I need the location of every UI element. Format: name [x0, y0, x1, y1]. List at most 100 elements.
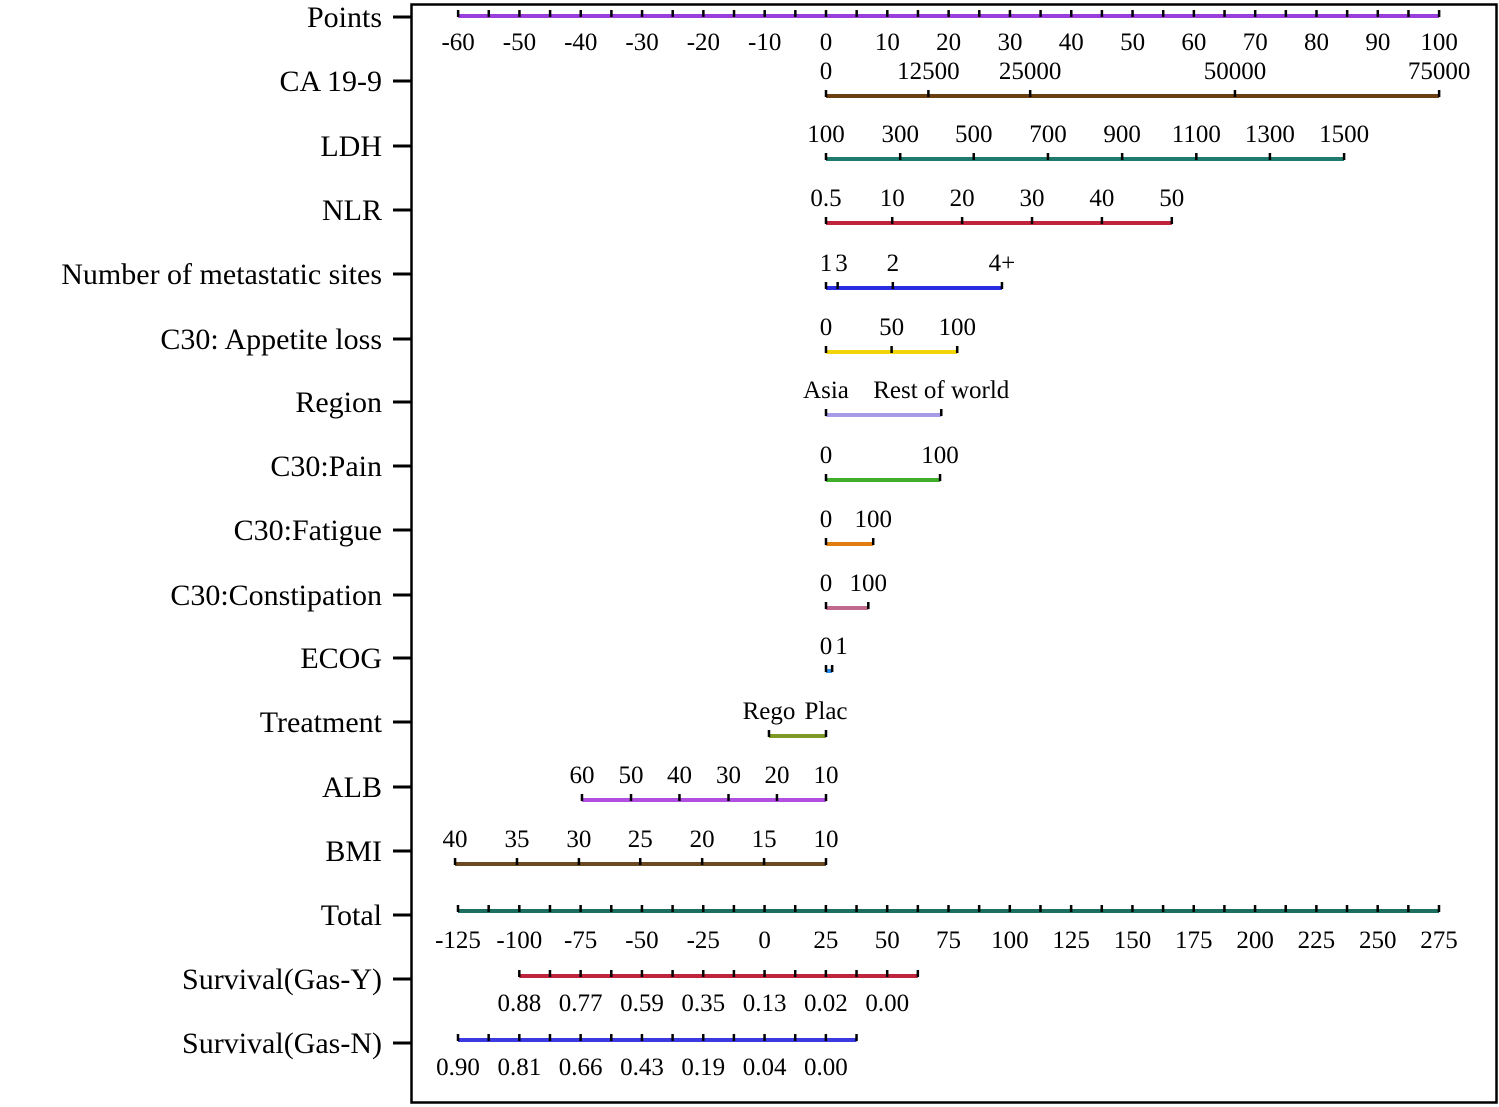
variable-tick-label: 40 — [667, 762, 692, 789]
variable-tick-label: 1100 — [1172, 121, 1221, 148]
row-label: ECOG — [300, 642, 382, 675]
variable-tick-label: 50 — [1159, 185, 1184, 212]
variable-tick-label: 20 — [690, 826, 715, 853]
variable-tick-label: 25 — [628, 826, 653, 853]
row-label: Survival(Gas-N) — [182, 1027, 382, 1060]
variable-tick-label: 15 — [752, 826, 777, 853]
variable-tick-label: 20 — [950, 185, 975, 212]
points-tick-label: 60 — [1181, 29, 1206, 56]
variable-tick-label: 30 — [1020, 185, 1045, 212]
points-tick-label: 0 — [820, 29, 833, 56]
variable-tick-label: 500 — [955, 121, 993, 148]
points-tick-label: 70 — [1243, 29, 1268, 56]
variable-tick-label: 1300 — [1245, 121, 1295, 148]
row-label: C30:Constipation — [170, 579, 382, 612]
points-tick-label: 10 — [875, 29, 900, 56]
total-tick-label: -125 — [435, 927, 481, 954]
total-tick-label: 100 — [991, 927, 1029, 954]
total-tick-label: 175 — [1175, 927, 1213, 954]
points-tick-label: 50 — [1120, 29, 1145, 56]
variable-tick-label: 100 — [807, 121, 845, 148]
points-tick-label: -20 — [687, 29, 720, 56]
total-tick-label: -50 — [625, 927, 658, 954]
variable-tick-label: 100 — [854, 506, 892, 533]
row-label: Survival(Gas-Y) — [182, 963, 382, 996]
variable-tick-label: 60 — [569, 762, 594, 789]
variable-tick-label: 0.5 — [810, 185, 841, 212]
variable-tick-label: Plac — [804, 698, 847, 725]
total-tick-label: 50 — [875, 927, 900, 954]
row-label: C30: Appetite loss — [160, 323, 382, 356]
variable-tick-label: 10 — [814, 762, 839, 789]
survival-tick-label: 0.00 — [865, 990, 909, 1017]
variable-tick-label: Asia — [803, 377, 849, 404]
row-label: C30:Fatigue — [234, 514, 382, 547]
variable-tick-label: Rest of world — [873, 377, 1010, 404]
variable-tick-label: 40 — [1089, 185, 1114, 212]
total-tick-label: 150 — [1114, 927, 1152, 954]
variable-tick-label: 30 — [566, 826, 591, 853]
points-tick-label: 20 — [936, 29, 961, 56]
row-label: BMI — [325, 835, 382, 868]
survival-tick-label: 0.81 — [497, 1054, 541, 1081]
variable-tick-label: 100 — [938, 314, 976, 341]
variable-tick-label: 0 — [820, 506, 833, 533]
total-tick-label: 275 — [1420, 927, 1458, 954]
row-label: Treatment — [260, 706, 383, 739]
variable-tick-label: 10 — [814, 826, 839, 853]
row-label: Region — [295, 386, 382, 419]
total-tick-label: 75 — [936, 927, 961, 954]
variable-tick-label: 1 — [835, 633, 848, 660]
variable-tick-label: 700 — [1029, 121, 1067, 148]
variable-tick-label: 1500 — [1319, 121, 1369, 148]
variable-tick-label: 20 — [764, 762, 789, 789]
plot-frame — [410, 3, 1498, 1104]
survival-tick-label: 0.13 — [743, 990, 787, 1017]
variable-tick-label: 30 — [716, 762, 741, 789]
survival-tick-label: 0.77 — [559, 990, 603, 1017]
total-tick-label: 25 — [813, 927, 838, 954]
survival-tick-label: 0.90 — [436, 1054, 480, 1081]
survival-tick-label: 0.43 — [620, 1054, 664, 1081]
variable-tick-label: 40 — [443, 826, 468, 853]
variable-tick-label: 12500 — [897, 58, 960, 85]
variable-tick-label: 35 — [504, 826, 529, 853]
variable-tick-label: 0 — [820, 314, 833, 341]
row-label: LDH — [320, 130, 382, 163]
row-label: Points — [307, 1, 382, 34]
variable-tick-label: 0 — [820, 570, 833, 597]
survival-tick-label: 0.66 — [559, 1054, 603, 1081]
total-tick-label: 225 — [1298, 927, 1336, 954]
row-label: Number of metastatic sites — [61, 258, 382, 291]
variable-tick-label: 1 — [820, 250, 833, 277]
variable-tick-label: 0 — [820, 58, 833, 85]
variable-tick-label: Rego — [743, 698, 796, 725]
points-tick-label: 80 — [1304, 29, 1329, 56]
points-tick-label: -30 — [625, 29, 658, 56]
row-label: CA 19-9 — [279, 65, 382, 98]
variable-tick-label: 900 — [1103, 121, 1141, 148]
points-tick-label: -40 — [564, 29, 597, 56]
row-label: ALB — [322, 771, 382, 804]
variable-tick-label: 0 — [820, 442, 833, 469]
survival-tick-label: 0.19 — [681, 1054, 725, 1081]
variable-tick-label: 50000 — [1204, 58, 1267, 85]
variable-tick-label: 300 — [881, 121, 919, 148]
points-tick-label: -10 — [748, 29, 781, 56]
variable-tick-label: 2 — [887, 250, 900, 277]
survival-tick-label: 0.04 — [743, 1054, 787, 1081]
total-tick-label: 125 — [1052, 927, 1090, 954]
survival-tick-label: 0.59 — [620, 990, 664, 1017]
survival-tick-label: 0.88 — [497, 990, 541, 1017]
points-tick-label: 30 — [997, 29, 1022, 56]
points-tick-label: -50 — [503, 29, 536, 56]
survival-tick-label: 0.35 — [681, 990, 725, 1017]
variable-tick-label: 100 — [850, 570, 888, 597]
points-tick-label: -60 — [441, 29, 474, 56]
variable-tick-label: 10 — [880, 185, 905, 212]
variable-tick-label: 0 — [820, 633, 833, 660]
row-label: NLR — [322, 194, 382, 227]
row-label: C30:Pain — [270, 450, 382, 483]
